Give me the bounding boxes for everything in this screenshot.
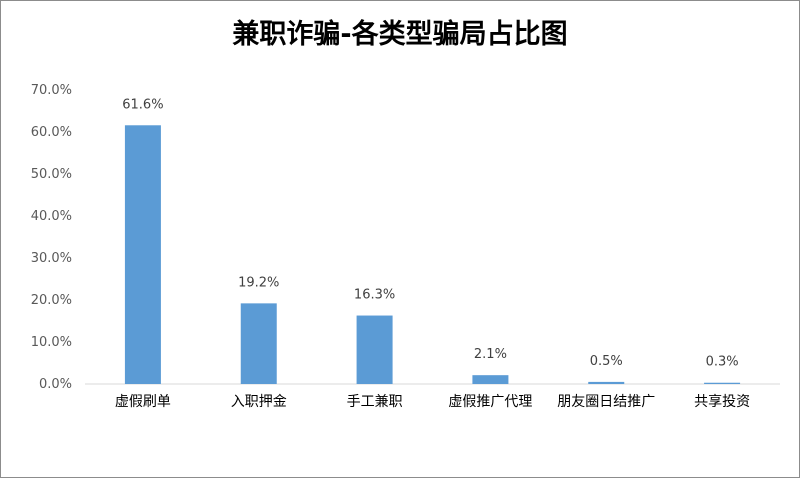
chart-title: 兼职诈骗-各类型骗局占比图 — [232, 19, 568, 50]
y-tick-label: 60.0% — [31, 125, 72, 140]
bar — [240, 303, 277, 384]
category-label: 虚假推广代理 — [448, 394, 532, 410]
y-tick-label: 0.0% — [39, 377, 72, 392]
data-label: 0.3% — [706, 355, 739, 370]
bar — [124, 125, 161, 384]
y-tick-label: 20.0% — [31, 293, 72, 308]
category-label: 共享投资 — [694, 393, 750, 410]
bar — [704, 382, 741, 384]
category-label: 手工兼职 — [347, 394, 403, 410]
category-label: 虚假刷单 — [115, 394, 171, 410]
category-label: 朋友圈日结推广 — [557, 394, 655, 410]
y-tick-label: 10.0% — [31, 335, 72, 350]
bar — [472, 375, 509, 384]
data-label: 0.5% — [590, 354, 623, 369]
y-tick-label: 70.0% — [31, 83, 72, 98]
data-label: 19.2% — [238, 275, 279, 290]
y-tick-label: 50.0% — [31, 167, 72, 182]
data-label: 2.1% — [474, 347, 507, 362]
bar — [356, 315, 393, 384]
data-label: 16.3% — [354, 288, 395, 303]
category-label: 入职押金 — [231, 394, 287, 410]
y-tick-label: 30.0% — [31, 251, 72, 266]
y-tick-label: 40.0% — [31, 209, 72, 224]
bar — [588, 381, 625, 384]
data-label: 61.6% — [122, 97, 163, 112]
